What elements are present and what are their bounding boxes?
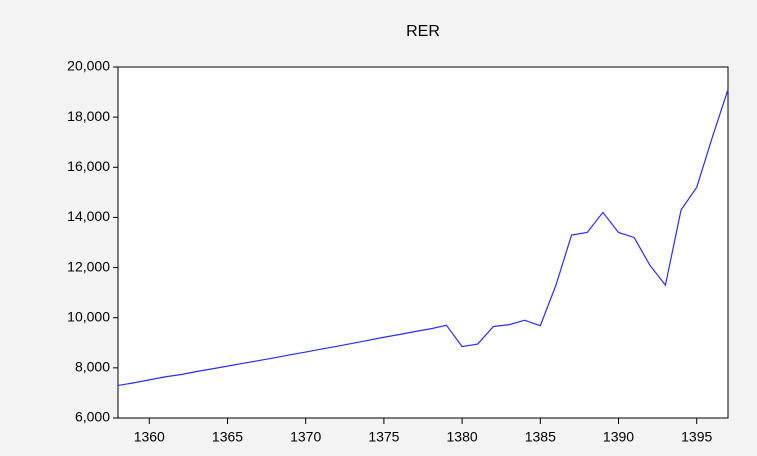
x-tick-label: 1370 bbox=[290, 429, 321, 445]
y-tick-label: 14,000 bbox=[67, 208, 110, 224]
x-tick-label: 1380 bbox=[447, 429, 478, 445]
plot-area bbox=[117, 66, 729, 419]
x-tick-label: 1360 bbox=[134, 429, 165, 445]
y-tick-label: 16,000 bbox=[67, 158, 110, 174]
chart-title: RER bbox=[406, 23, 440, 40]
line-series bbox=[117, 89, 729, 386]
y-tick-label: 20,000 bbox=[67, 58, 110, 74]
x-tick-label: 1385 bbox=[525, 429, 556, 445]
y-tick-label: 6,000 bbox=[75, 409, 110, 425]
y-tick-label: 8,000 bbox=[75, 359, 110, 375]
x-tick-label: 1390 bbox=[603, 429, 634, 445]
x-tick-label: 1375 bbox=[368, 429, 399, 445]
y-tick-label: 12,000 bbox=[67, 258, 110, 274]
x-tick-label: 1395 bbox=[681, 429, 712, 445]
y-tick-label: 18,000 bbox=[67, 108, 110, 124]
x-tick-label: 1365 bbox=[212, 429, 243, 445]
y-tick-label: 10,000 bbox=[67, 308, 110, 324]
